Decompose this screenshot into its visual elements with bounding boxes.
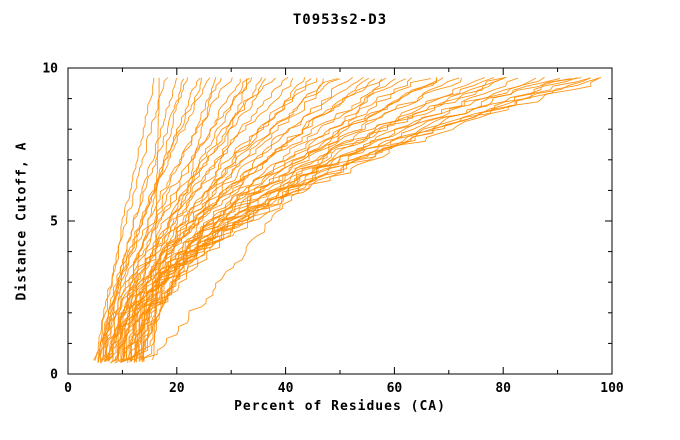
model-curve: [106, 77, 250, 362]
model-curve: [141, 77, 387, 363]
x-axis-label: Percent of Residues (CA): [234, 399, 446, 414]
model-curve: [125, 77, 413, 361]
model-curve: [94, 77, 169, 361]
model-curve: [98, 77, 203, 363]
x-tick-label: 0: [64, 381, 72, 396]
model-curve: [122, 78, 376, 362]
model-curve: [151, 77, 160, 361]
model-curve: [121, 78, 396, 361]
x-tick-label: 100: [600, 381, 624, 396]
model-curve: [99, 77, 222, 361]
model-curve: [140, 78, 572, 360]
model-curve: [142, 77, 582, 362]
model-curve: [129, 78, 503, 363]
model-curve: [107, 78, 294, 361]
model-curve: [118, 78, 438, 362]
y-tick-label: 0: [50, 368, 58, 383]
x-tick-label: 40: [278, 381, 294, 396]
model-curve: [121, 78, 383, 363]
model-curve: [103, 78, 185, 363]
x-tick-label: 60: [387, 381, 403, 396]
model-curve: [127, 76, 507, 363]
model-curve: [93, 77, 155, 361]
model-curve: [143, 78, 561, 361]
model-curve: [130, 77, 463, 362]
model-curve: [126, 78, 431, 361]
y-tick-label: 5: [50, 215, 58, 230]
model-curve: [101, 78, 267, 361]
x-tick-label: 80: [495, 381, 511, 396]
model-curve: [123, 78, 407, 361]
model-curve: [133, 77, 505, 363]
y-tick-label: 10: [42, 62, 58, 77]
model-curve: [130, 77, 460, 361]
model-curve: [108, 77, 263, 362]
model-curve: [104, 78, 338, 362]
model-curve: [120, 77, 217, 363]
model-curve: [104, 76, 289, 361]
model-curve: [114, 78, 341, 362]
model-curve: [130, 78, 248, 362]
model-curve: [105, 77, 253, 361]
x-tick-label: 20: [169, 381, 185, 396]
chart-title: T0953s2-D3: [292, 12, 388, 28]
model-curve: [105, 77, 276, 362]
